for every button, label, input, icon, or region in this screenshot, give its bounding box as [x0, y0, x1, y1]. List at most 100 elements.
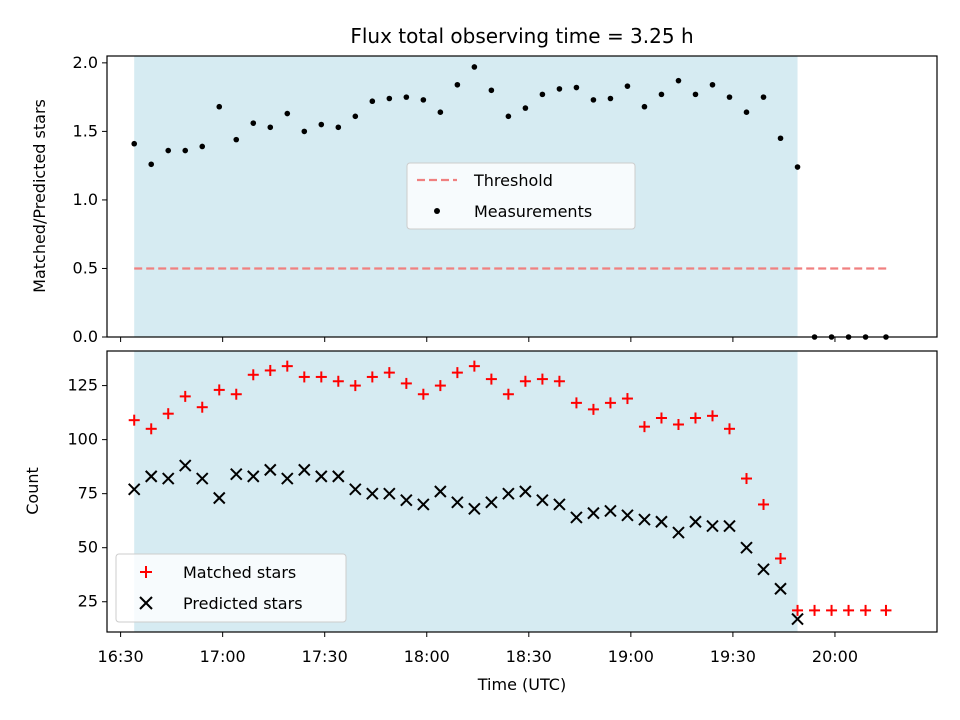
- matched-star-point: [468, 360, 480, 372]
- matched-star-point: [145, 423, 157, 435]
- x-diag-b: [349, 483, 362, 496]
- measurement-point: [131, 140, 138, 147]
- x-diag-b: [213, 491, 226, 505]
- measurement-point: [488, 87, 495, 94]
- matched-star-point: [809, 604, 821, 616]
- predicted-star-point: [672, 526, 685, 539]
- matched-star-point: [502, 388, 514, 400]
- predicted-star-point: [145, 470, 158, 483]
- x-diag-b: [655, 515, 668, 528]
- top-y-axis-label: Matched/Predicted stars: [30, 99, 49, 293]
- x-tick-label: 19:00: [608, 647, 654, 666]
- bottom-y-tick-label: 25: [78, 592, 98, 611]
- matched-star-point: [128, 414, 140, 426]
- x-tick-label: 16:30: [98, 647, 144, 666]
- chart-title: Flux total observing time = 3.25 h: [350, 24, 693, 48]
- measurement-point: [216, 103, 223, 110]
- measurement-point: [284, 110, 291, 117]
- x-tick-label: 17:00: [200, 647, 246, 666]
- predicted-star-point: [587, 506, 600, 520]
- measurement-point: [182, 147, 189, 154]
- matched-star-point: [383, 367, 395, 379]
- matched-star-point: [298, 371, 310, 383]
- x-diag-b: [247, 470, 260, 483]
- matched-star-point: [179, 390, 191, 402]
- predicted-star-point: [264, 463, 277, 477]
- predicted-star-point: [281, 472, 294, 485]
- matched-star-point: [451, 367, 463, 379]
- measurement-point: [267, 124, 274, 131]
- measurement-point: [148, 161, 155, 168]
- predicted-star-point: [179, 459, 192, 472]
- predicted-star-point: [417, 498, 430, 511]
- matched-star-point: [315, 371, 327, 383]
- matched-star-point: [655, 412, 667, 424]
- x-diag-b: [179, 459, 192, 472]
- predicted-star-point: [451, 496, 464, 509]
- predicted-star-point: [604, 504, 617, 518]
- predicted-star-point: [638, 513, 651, 526]
- measurement-point: [539, 91, 546, 98]
- measurement-point: [675, 77, 682, 84]
- x-diag-b: [434, 485, 447, 498]
- matched-star-point: [281, 360, 293, 372]
- top-y-tick-label: 1.0: [73, 190, 98, 209]
- predicted-star-point: [791, 612, 804, 626]
- x-diag-b: [604, 504, 617, 518]
- matched-star-point: [792, 604, 804, 616]
- x-diag-b: [502, 487, 515, 500]
- measurement-point: [573, 84, 580, 91]
- predicted-star-point: [536, 493, 549, 507]
- predicted-star-point: [349, 483, 362, 496]
- measurement-point: [794, 164, 801, 170]
- measurement-point: [471, 64, 478, 70]
- bottom-y-axis-label: Count: [23, 467, 42, 515]
- bottom-y-tick-label: 100: [67, 430, 98, 449]
- x-axis-label: Time (UTC): [477, 675, 566, 694]
- legend-matched-label: Matched stars: [183, 563, 296, 582]
- x-diag-b: [145, 470, 158, 483]
- predicted-star-point: [774, 582, 787, 595]
- x-diag-b: [723, 519, 736, 533]
- predicted-star-point: [298, 463, 311, 477]
- matched-star-point: [860, 604, 872, 616]
- x-diag-b: [230, 468, 243, 481]
- predicted-star-point: [519, 485, 532, 498]
- measurement-point: [641, 103, 648, 110]
- matched-star-point: [247, 369, 259, 381]
- matched-star-point: [826, 604, 838, 616]
- matched-star-point: [604, 397, 616, 409]
- matched-star-point: [775, 553, 787, 565]
- measurement-point: [454, 81, 461, 88]
- x-tick-label: 18:00: [404, 647, 450, 666]
- matched-star-point: [706, 410, 718, 422]
- measurement-point: [743, 109, 750, 115]
- x-diag-b: [672, 526, 685, 539]
- matched-star-point: [213, 384, 225, 396]
- measurement-point: [403, 94, 410, 100]
- x-tick-label: 19:30: [710, 647, 756, 666]
- measurement-point: [624, 83, 631, 89]
- predicted-star-point: [400, 493, 413, 507]
- measurement-point: [199, 143, 206, 150]
- x-diag-b: [298, 463, 311, 477]
- legend-threshold-label: Threshold: [473, 171, 553, 190]
- measurement-point: [352, 113, 359, 120]
- top-legend-box: [406, 162, 636, 230]
- x-diag-b: [468, 502, 481, 515]
- matched-star-point: [758, 498, 770, 510]
- x-diag-b: [451, 496, 464, 509]
- predicted-star-point: [468, 502, 481, 515]
- predicted-star-point: [740, 541, 753, 554]
- x-diag-b: [570, 511, 583, 524]
- predicted-star-point: [196, 472, 209, 485]
- measurement-point: [165, 147, 172, 154]
- predicted-star-point: [230, 468, 243, 481]
- x-diag-b: [264, 463, 277, 477]
- legend-predicted-label: Predicted stars: [183, 594, 303, 613]
- top-plot-frame: [106, 55, 938, 338]
- matched-star-point: [400, 377, 412, 389]
- measurement-point: [777, 135, 784, 142]
- matched-star-point: [196, 401, 208, 413]
